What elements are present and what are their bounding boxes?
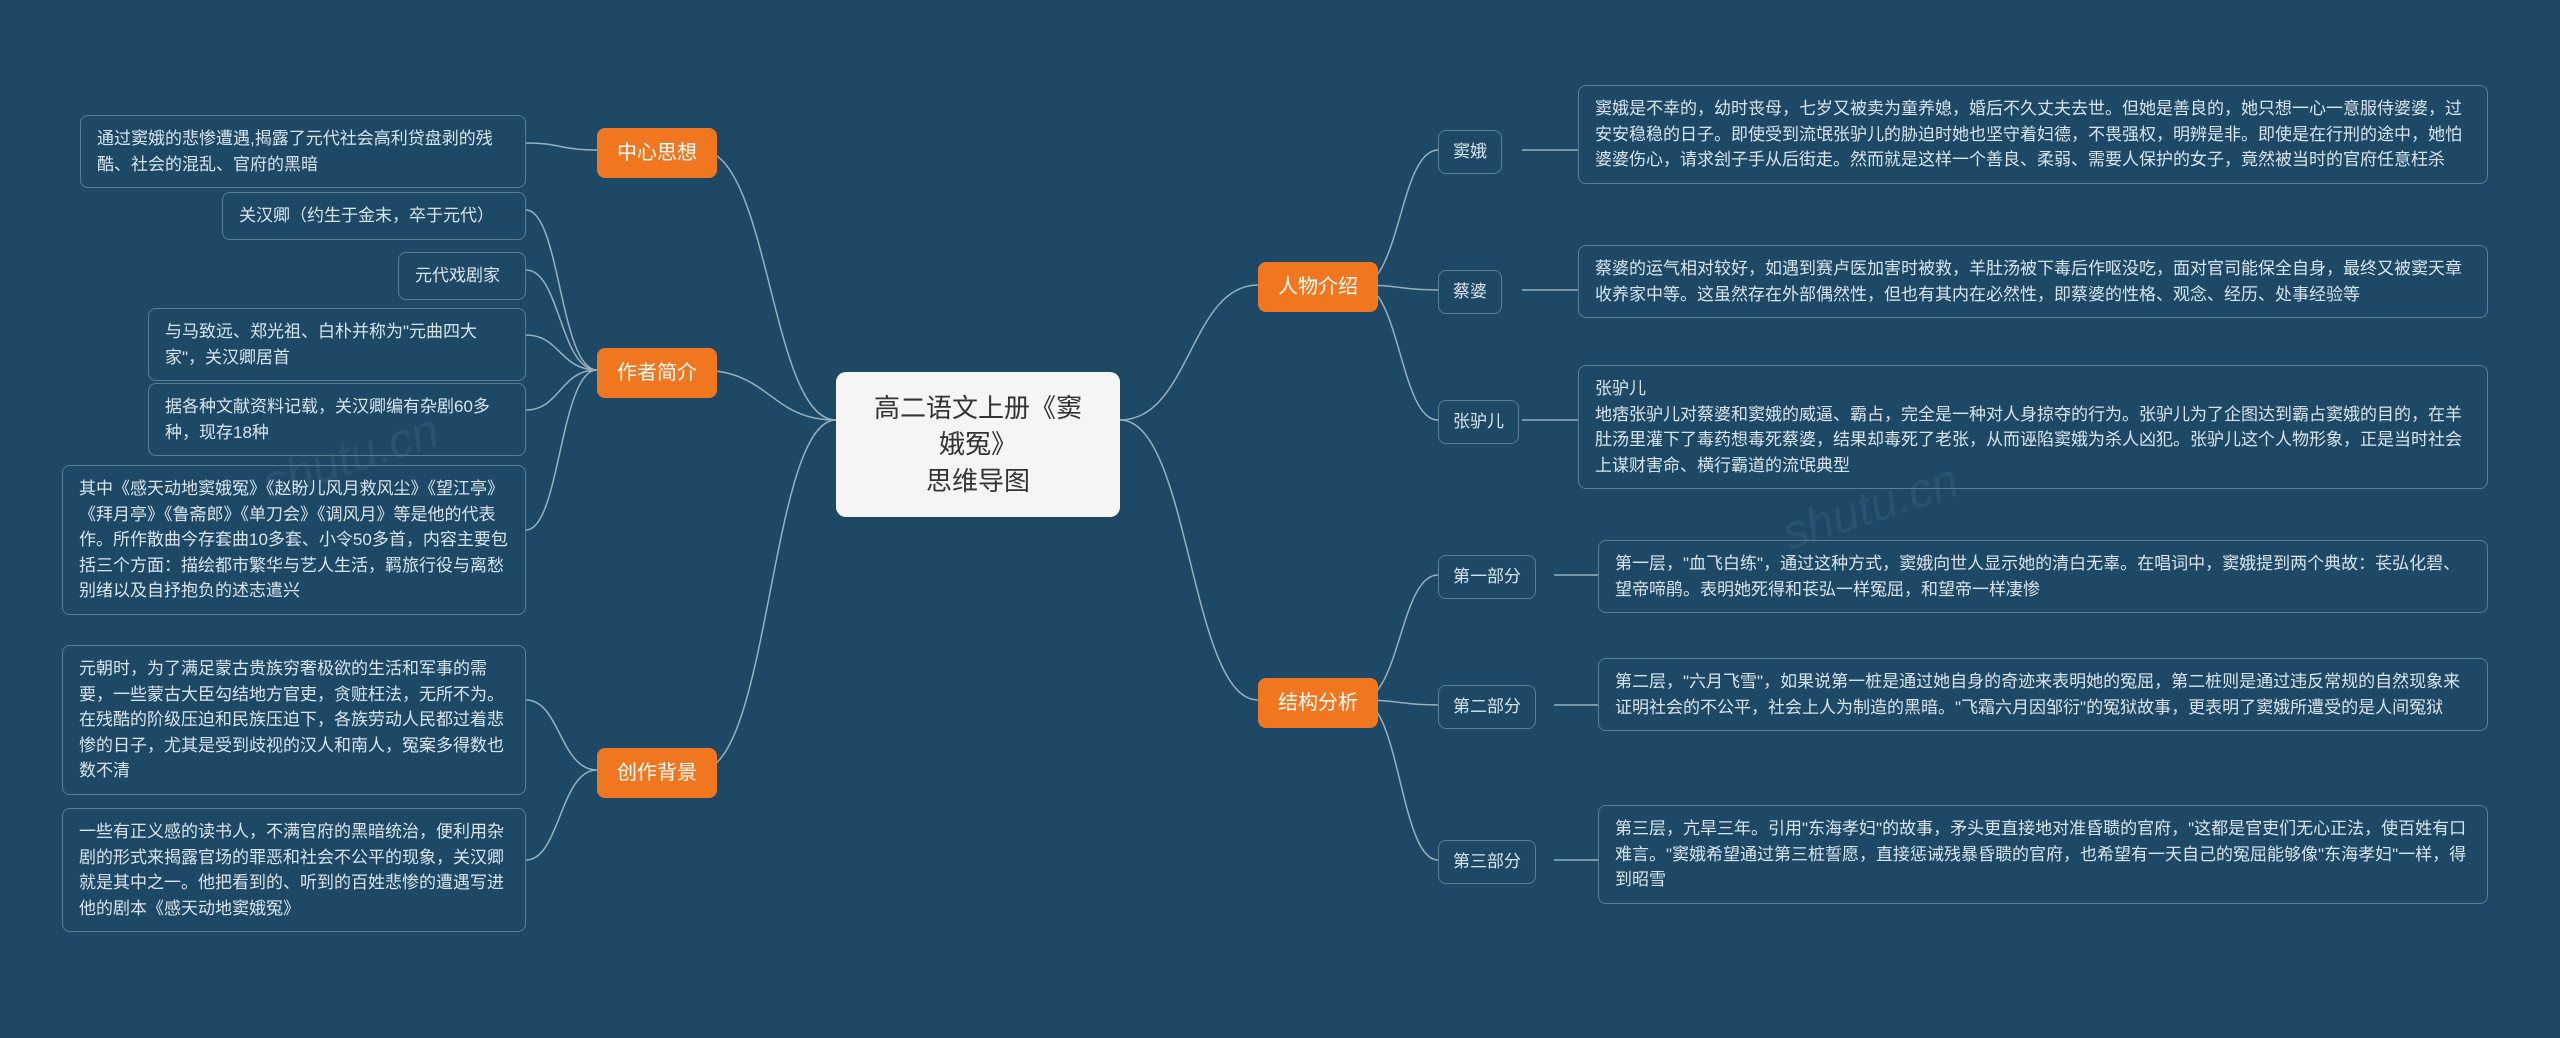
branch-structure: 结构分析 — [1258, 678, 1378, 728]
branch-central-idea: 中心思想 — [597, 128, 717, 178]
branch-characters: 人物介绍 — [1258, 262, 1378, 312]
leaf-author-1: 元代戏剧家 — [398, 252, 526, 300]
struct-leaf-2: 第三层，亢旱三年。引用"东海孝妇"的故事，矛头更直接地对准昏聩的官府，"这都是官… — [1598, 805, 2488, 904]
struct-sub-2: 第三部分 — [1438, 840, 1536, 884]
root-node: 高二语文上册《窦娥冤》 思维导图 — [836, 372, 1120, 517]
leaf-bg-1: 一些有正义感的读书人，不满官府的黑暗统治，便利用杂剧的形式来揭露官场的罪恶和社会… — [62, 808, 526, 932]
struct-sub-0: 第一部分 — [1438, 555, 1536, 599]
leaf-author-0: 关汉卿（约生于金末，卒于元代） — [222, 192, 526, 240]
char-leaf-2: 张驴儿 地痞张驴儿对蔡婆和窦娥的威逼、霸占，完全是一种对人身掠夺的行为。张驴儿为… — [1578, 365, 2488, 489]
struct-leaf-0: 第一层，"血飞白练"，通过这种方式，窦娥向世人显示她的清白无辜。在唱词中，窦娥提… — [1598, 540, 2488, 613]
root-line1: 高二语文上册《窦娥冤》 — [864, 390, 1092, 463]
branch-author: 作者简介 — [597, 348, 717, 398]
char-leaf-1: 蔡婆的运气相对较好，如遇到赛卢医加害时被救，羊肚汤被下毒后作呕没吃，面对官司能保… — [1578, 245, 2488, 318]
char-sub-0: 窦娥 — [1438, 130, 1502, 174]
leaf-author-2: 与马致远、郑光祖、白朴并称为"元曲四大家"，关汉卿居首 — [148, 308, 526, 381]
struct-leaf-1: 第二层，"六月飞雪"，如果说第一桩是通过她自身的奇迹来表明她的冤屈，第二桩则是通… — [1598, 658, 2488, 731]
char-sub-1: 蔡婆 — [1438, 270, 1502, 314]
leaf-author-3: 据各种文献资料记载，关汉卿编有杂剧60多种，现存18种 — [148, 383, 526, 456]
char-leaf-0: 窦娥是不幸的，幼时丧母，七岁又被卖为童养媳，婚后不久丈夫去世。但她是善良的，她只… — [1578, 85, 2488, 184]
branch-background: 创作背景 — [597, 748, 717, 798]
leaf-bg-0: 元朝时，为了满足蒙古贵族穷奢极欲的生活和军事的需要，一些蒙古大臣勾结地方官吏，贪… — [62, 645, 526, 795]
struct-sub-1: 第二部分 — [1438, 685, 1536, 729]
char-sub-2: 张驴儿 — [1438, 400, 1519, 444]
leaf-author-4: 其中《感天动地窦娥冤》《赵盼儿风月救风尘》《望江亭》《拜月亭》《鲁斋郎》《单刀会… — [62, 465, 526, 615]
root-line2: 思维导图 — [864, 463, 1092, 499]
leaf-central-idea: 通过窦娥的悲惨遭遇,揭露了元代社会高利贷盘剥的残酷、社会的混乱、官府的黑暗 — [80, 115, 526, 188]
